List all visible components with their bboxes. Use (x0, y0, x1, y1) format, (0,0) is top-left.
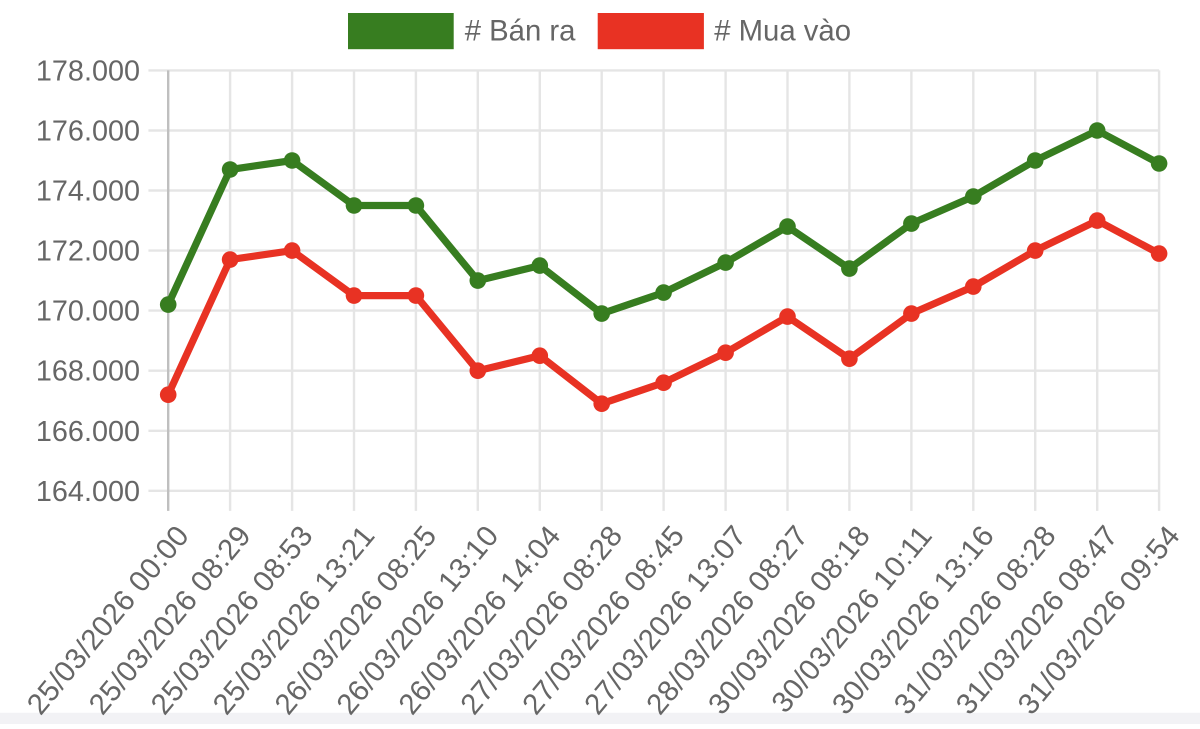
svg-text:168.000: 168.000 (36, 356, 140, 388)
svg-text:172.000: 172.000 (36, 236, 140, 268)
svg-text:# Mua vào: # Mua vào (714, 14, 851, 47)
svg-text:178.000: 178.000 (36, 55, 140, 87)
svg-text:176.000: 176.000 (36, 116, 140, 148)
svg-text:164.000: 164.000 (36, 476, 140, 508)
svg-text:174.000: 174.000 (36, 176, 140, 208)
svg-text:# Bán ra: # Bán ra (465, 14, 576, 47)
svg-text:166.000: 166.000 (36, 416, 140, 448)
svg-text:170.000: 170.000 (36, 296, 140, 328)
